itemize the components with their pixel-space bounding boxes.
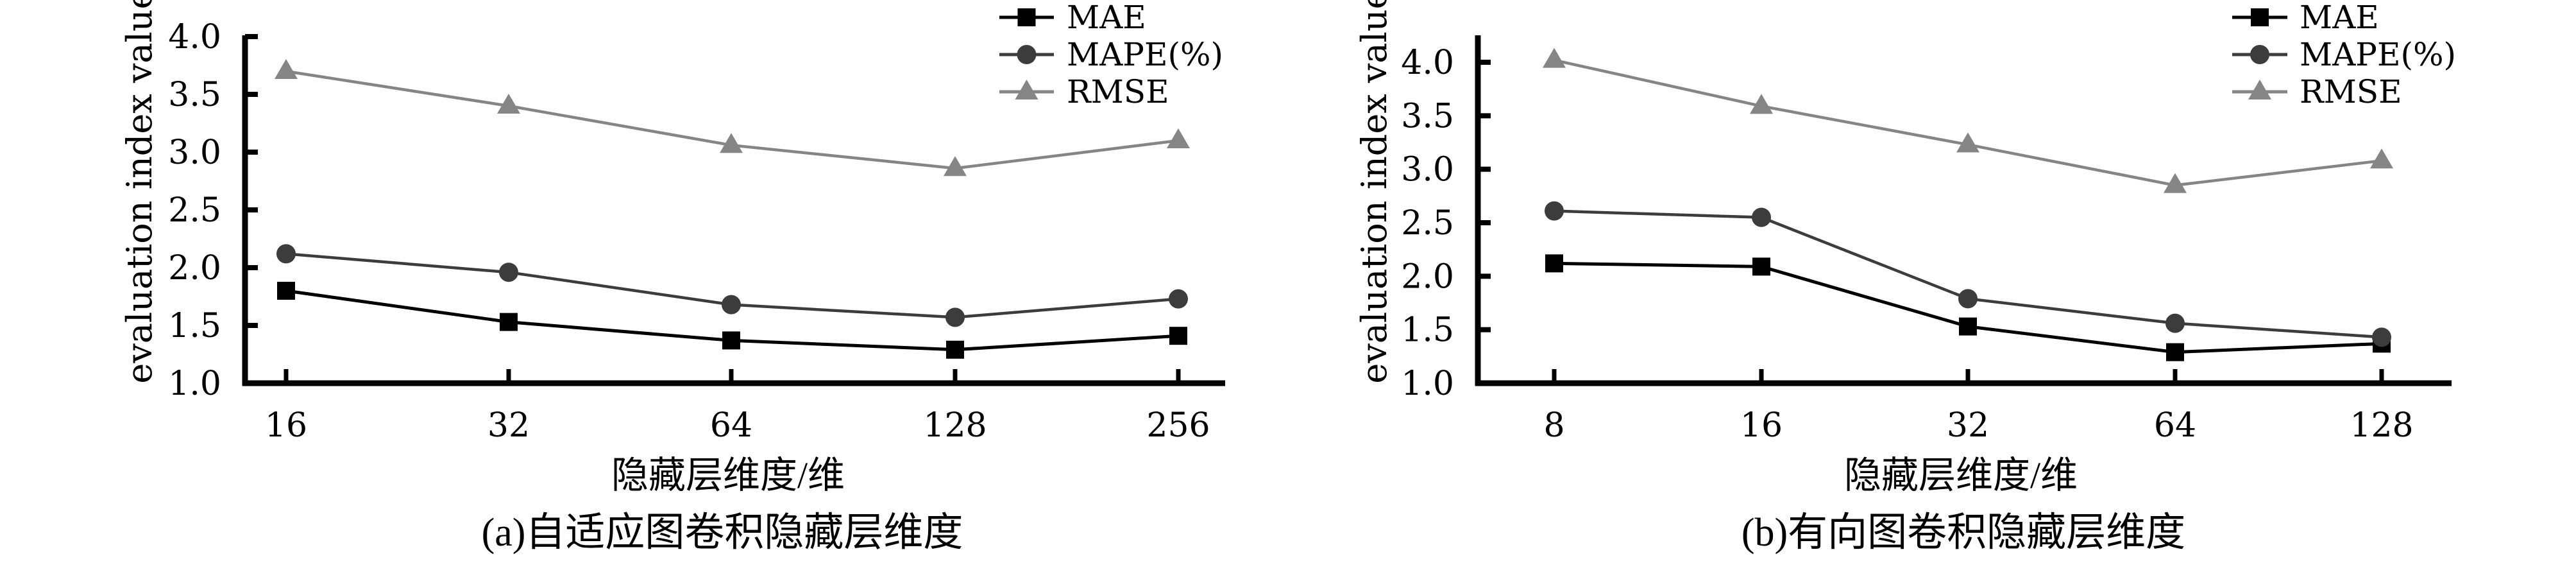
y-tick-label: 3.5 — [1401, 97, 1454, 135]
data-point-circle — [2165, 313, 2185, 333]
y-tick-label: 1.5 — [1401, 311, 1454, 350]
data-point-triangle — [1956, 132, 1979, 153]
y-tick-label: 1.5 — [168, 307, 221, 345]
legend-label: MAE — [2300, 0, 2379, 36]
legend-item: RMSE — [2232, 73, 2402, 110]
y-tick-label: 1.0 — [168, 365, 221, 403]
panel-caption: (b)有向图卷积隐藏层维度 — [1741, 511, 2185, 555]
data-point-circle — [2372, 327, 2391, 347]
legend-marker-triangle — [1015, 80, 1038, 99]
data-point-square — [500, 313, 518, 331]
x-tick-label: 256 — [1146, 406, 1210, 445]
series-rmse — [275, 59, 1190, 177]
x-tick-label: 32 — [1947, 406, 1989, 445]
legend-label: MAPE(%) — [2300, 36, 2456, 73]
legend-marker-circle — [1017, 45, 1037, 64]
legend-label: MAPE(%) — [1067, 36, 1223, 73]
data-point-triangle — [1543, 47, 1566, 68]
data-point-triangle — [944, 156, 967, 177]
x-tick-label: 32 — [487, 406, 530, 445]
data-point-triangle — [2370, 148, 2393, 169]
x-axis-title: 隐藏层维度/维 — [1844, 454, 2078, 496]
x-axis-title: 隐藏层维度/维 — [611, 454, 845, 496]
legend-item: MAPE(%) — [2232, 36, 2456, 73]
series-rmse — [1543, 47, 2393, 193]
series-line — [285, 69, 1179, 170]
data-point-circle — [945, 307, 965, 327]
legend-label: RMSE — [1067, 73, 1169, 110]
y-tick-label: 3.5 — [168, 76, 221, 114]
legend-marker-triangle — [2248, 80, 2271, 99]
data-point-square — [946, 340, 964, 359]
legend-item: RMSE — [999, 73, 1169, 110]
data-point-circle — [1545, 201, 1564, 221]
legend-marker-square — [2251, 8, 2269, 26]
legend-item: MAPE(%) — [999, 36, 1223, 73]
chart-panel-a: 1.0 1.5 2.0 2.5 3.0 3.5 4.0 16 32 64 128 256 evaluat… — [119, 0, 1225, 555]
y-tick-label: 4.0 — [168, 18, 221, 56]
data-point-square — [1545, 254, 1563, 273]
legend-item: MAE — [2232, 0, 2379, 36]
y-tick-label: 4.0 — [1401, 44, 1454, 82]
y-tick-label: 2.0 — [168, 249, 221, 288]
data-point-circle — [276, 244, 296, 264]
data-point-square — [1169, 327, 1187, 345]
data-point-circle — [1169, 289, 1188, 309]
series-line — [1554, 58, 2382, 187]
legend-marker-circle — [2250, 45, 2269, 64]
series-mape — [1545, 201, 2391, 347]
y-axis-title: evaluation index value — [1354, 0, 1394, 384]
data-point-square — [1752, 257, 1770, 276]
data-point-triangle — [720, 133, 743, 153]
chart-panel-b: 1.0 1.5 2.0 2.5 3.0 3.5 4.0 8 16 32 64 128 evaluatio… — [1354, 0, 2456, 555]
y-tick-label: 2.5 — [168, 191, 221, 230]
data-point-triangle — [497, 94, 520, 114]
data-point-triangle — [2164, 173, 2187, 193]
legend-item: MAE — [999, 0, 1146, 36]
data-point-triangle — [275, 59, 298, 79]
panel-caption: (a)自适应图卷积隐藏层维度 — [482, 511, 963, 555]
x-tick-label: 128 — [2350, 406, 2413, 445]
data-point-square — [277, 282, 295, 300]
data-point-circle — [499, 263, 518, 282]
legend-label: MAE — [1067, 0, 1146, 36]
series-mae — [277, 282, 1187, 359]
x-tick-label: 64 — [2154, 406, 2196, 445]
legend-label: RMSE — [2300, 73, 2402, 110]
y-tick-label: 2.0 — [1401, 257, 1454, 296]
data-point-triangle — [1167, 128, 1190, 148]
data-point-circle — [722, 295, 741, 315]
y-tick-label: 2.5 — [1401, 204, 1454, 243]
x-tick-label: 16 — [265, 406, 307, 445]
legend-marker-square — [1017, 8, 1036, 26]
x-tick-label: 8 — [1543, 406, 1564, 445]
y-tick-label: 3.0 — [168, 134, 221, 172]
x-tick-label: 64 — [710, 406, 752, 445]
series-mape — [276, 244, 1188, 327]
y-tick-label: 3.0 — [1401, 151, 1454, 189]
data-point-triangle — [1750, 94, 1773, 114]
data-point-square — [722, 331, 740, 350]
data-point-circle — [1958, 289, 1978, 309]
x-tick-label: 16 — [1740, 406, 1783, 445]
y-axis-title: evaluation index value — [119, 0, 160, 384]
data-point-circle — [1752, 207, 1771, 227]
x-tick-label: 128 — [923, 406, 987, 445]
y-tick-label: 1.0 — [1401, 365, 1454, 403]
data-point-square — [2166, 343, 2184, 361]
data-point-square — [1959, 317, 1977, 336]
